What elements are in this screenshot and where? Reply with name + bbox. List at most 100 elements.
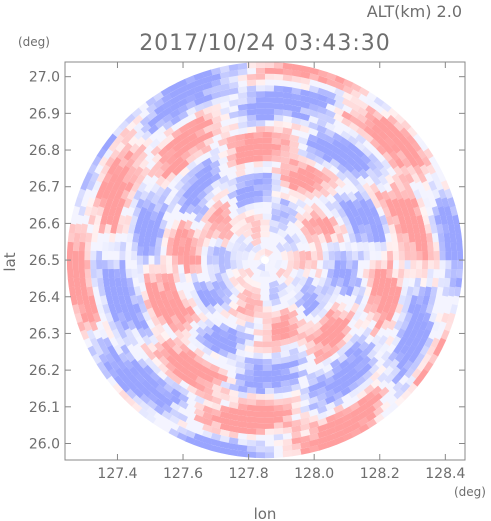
radar-cell	[246, 392, 257, 400]
radar-cell	[317, 436, 328, 445]
radar-cell	[84, 303, 93, 315]
radar-cell	[172, 142, 183, 153]
radar-cell	[286, 250, 295, 261]
radar-cell	[228, 383, 239, 392]
radar-cell	[280, 250, 289, 261]
radar-cell	[271, 196, 282, 204]
radar-cell	[397, 241, 405, 252]
radar-cell	[333, 106, 345, 116]
radar-cell	[313, 342, 324, 352]
radar-cell	[132, 232, 140, 243]
radar-cell	[437, 277, 445, 288]
radar-cell	[211, 121, 222, 131]
radar-cell	[340, 250, 347, 261]
radar-cell	[329, 158, 341, 169]
radar-cell	[308, 109, 319, 118]
radar-cell	[442, 286, 450, 297]
radar-cell	[403, 268, 411, 279]
radar-cell	[90, 250, 97, 261]
radar-cell	[407, 126, 418, 138]
radar-cell	[397, 367, 408, 378]
radar-cell	[171, 246, 179, 256]
radar-cell	[354, 147, 365, 159]
radar-cell	[102, 206, 111, 217]
radar-cell	[299, 387, 310, 396]
radar-cell	[88, 295, 96, 306]
radar-cell	[78, 268, 86, 279]
radar-cell	[331, 145, 343, 156]
radar-cell	[143, 364, 154, 376]
radar-cell	[358, 423, 370, 434]
radar-cell	[262, 323, 272, 330]
radar-cell	[332, 285, 342, 297]
radar-cell	[212, 264, 221, 274]
radar-cell	[110, 223, 118, 234]
radar-cell	[228, 401, 239, 410]
radar-cell	[424, 337, 434, 349]
radar-cell	[299, 125, 311, 134]
radar-cell	[334, 429, 345, 439]
radar-cell	[213, 206, 224, 218]
radar-cell	[364, 118, 376, 129]
radar-cell	[211, 228, 221, 240]
radar-cell	[396, 277, 404, 288]
radar-cell	[363, 206, 373, 218]
radar-disc	[66, 62, 464, 459]
radar-cell	[237, 415, 248, 423]
radar-cell	[193, 149, 204, 159]
radar-cell	[333, 94, 345, 104]
radar-cell	[150, 193, 161, 205]
radar-cell	[287, 316, 299, 326]
radar-cell	[195, 134, 206, 144]
radar-cell	[244, 241, 255, 253]
radar-cell	[193, 90, 205, 100]
radar-cell	[273, 91, 284, 98]
radar-cell	[186, 384, 198, 395]
radar-cell	[454, 223, 462, 234]
radar-cell	[313, 348, 325, 359]
radar-cell	[186, 378, 198, 388]
radar-cell	[324, 141, 335, 151]
radar-cell	[271, 369, 282, 377]
radar-cell	[291, 63, 302, 72]
radar-cell	[188, 181, 200, 193]
radar-cell	[235, 373, 246, 381]
radar-cell	[280, 180, 291, 189]
radar-cell	[282, 86, 293, 94]
radar-cell	[443, 205, 452, 217]
y-tick-label: 26.2	[29, 363, 60, 379]
radar-cell	[190, 196, 202, 208]
radar-cell	[244, 208, 255, 218]
radar-cell	[235, 330, 246, 339]
radar-cell	[413, 189, 422, 200]
radar-cell	[139, 400, 150, 412]
radar-cell	[273, 103, 284, 110]
radar-cell	[274, 260, 283, 271]
radar-cell	[220, 301, 232, 313]
radar-cell	[246, 120, 257, 128]
radar-cell	[366, 418, 377, 429]
radar-cell	[228, 122, 239, 131]
radar-cell	[210, 79, 222, 88]
radar-cell	[117, 311, 126, 323]
radar-cell	[271, 346, 282, 354]
radar-cell	[133, 121, 144, 133]
radar-cell	[428, 312, 438, 323]
radar-cell	[180, 335, 191, 347]
radar-cell	[246, 85, 257, 93]
radar-cell	[362, 377, 374, 388]
radar-cell	[273, 387, 284, 394]
radar-cell	[288, 170, 300, 179]
radar-cell	[160, 340, 172, 352]
radar-cell	[279, 307, 290, 317]
radar-cell	[300, 95, 311, 103]
radar-cell	[142, 246, 150, 256]
radar-cell	[237, 103, 248, 111]
radar-cell	[416, 260, 423, 270]
radar-cell	[342, 277, 351, 288]
radar-cell	[380, 350, 392, 362]
radar-cell	[219, 386, 231, 396]
radar-cell	[381, 250, 388, 261]
radar-cell	[344, 347, 355, 358]
radar-cell	[418, 286, 426, 297]
